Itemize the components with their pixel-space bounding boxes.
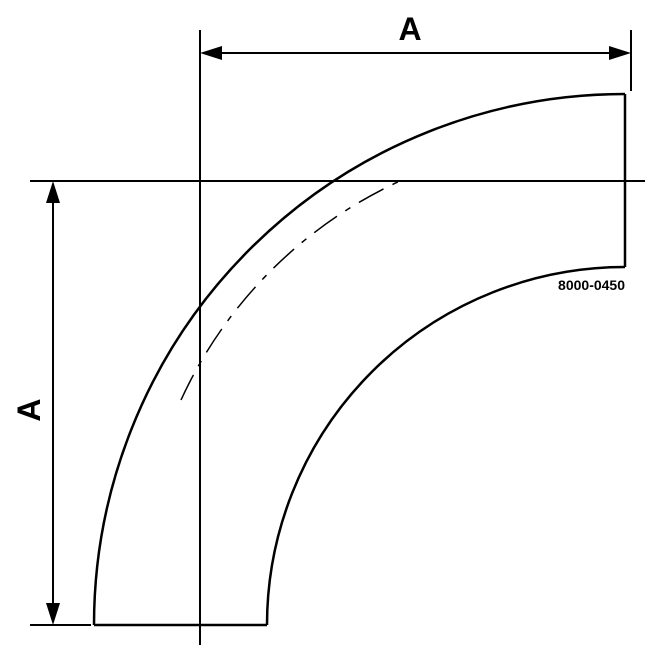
- centerline-arc: [181, 181, 625, 625]
- part-number-label: 8000-0450: [558, 277, 625, 293]
- dim-label-left: A: [11, 398, 47, 421]
- left-dimension: A: [11, 181, 91, 625]
- outer-contour: [94, 94, 625, 625]
- inner-contour: [267, 267, 625, 625]
- top-dimension: A: [200, 11, 631, 91]
- technical-drawing-container: A A 8000-0450: [0, 0, 659, 653]
- dim-label-top: A: [398, 11, 421, 47]
- elbow-diagram: A A 8000-0450: [0, 0, 659, 653]
